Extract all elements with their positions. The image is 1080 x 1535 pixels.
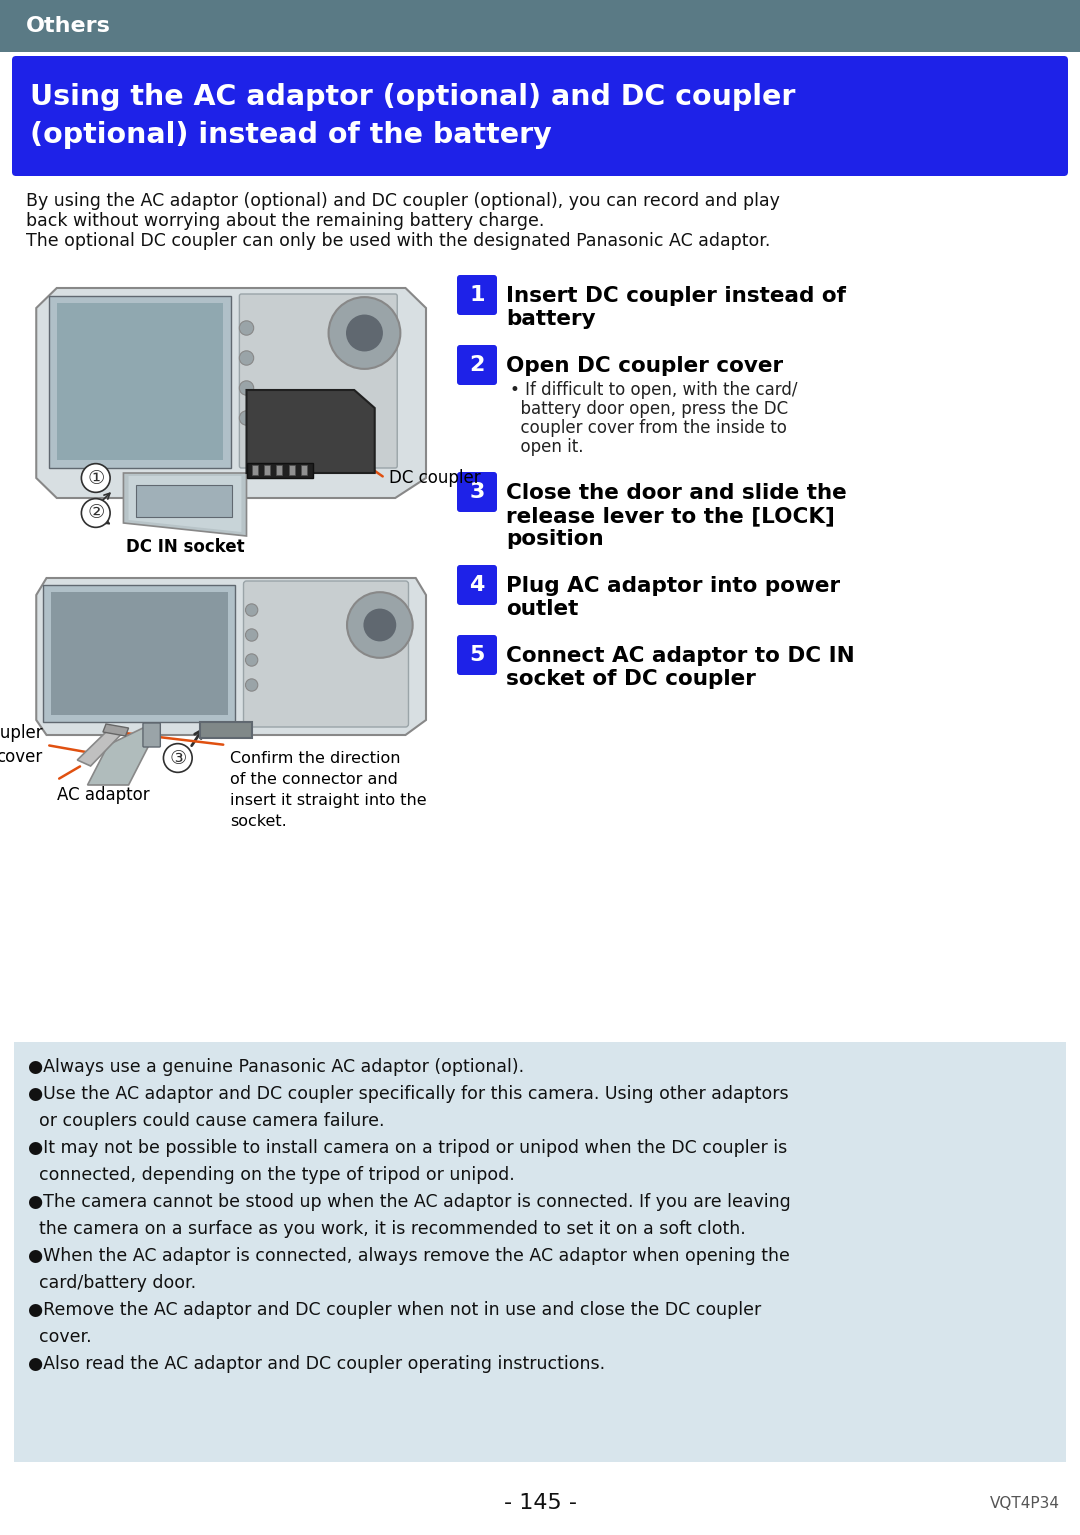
Text: Plug AC adaptor into power: Plug AC adaptor into power bbox=[507, 576, 840, 596]
Polygon shape bbox=[37, 289, 426, 497]
Circle shape bbox=[346, 315, 383, 352]
FancyBboxPatch shape bbox=[12, 55, 1068, 177]
Text: DC coupler
cover: DC coupler cover bbox=[0, 725, 42, 766]
Text: Open DC coupler cover: Open DC coupler cover bbox=[507, 356, 783, 376]
FancyBboxPatch shape bbox=[457, 635, 497, 675]
Circle shape bbox=[81, 464, 110, 493]
FancyBboxPatch shape bbox=[0, 0, 1080, 52]
FancyBboxPatch shape bbox=[51, 593, 228, 715]
Circle shape bbox=[240, 381, 254, 394]
FancyBboxPatch shape bbox=[301, 465, 307, 474]
Text: ●Use the AC adaptor and DC coupler specifically for this camera. Using other ada: ●Use the AC adaptor and DC coupler speci… bbox=[28, 1085, 788, 1104]
Text: position: position bbox=[507, 530, 604, 550]
Polygon shape bbox=[103, 725, 129, 735]
FancyBboxPatch shape bbox=[288, 465, 295, 474]
Text: 4: 4 bbox=[470, 576, 485, 596]
Text: AC adaptor: AC adaptor bbox=[57, 786, 149, 804]
FancyBboxPatch shape bbox=[457, 471, 497, 513]
Polygon shape bbox=[57, 302, 222, 460]
Circle shape bbox=[347, 593, 413, 659]
Text: Close the door and slide the: Close the door and slide the bbox=[507, 484, 847, 503]
Text: ②: ② bbox=[87, 503, 105, 522]
FancyBboxPatch shape bbox=[457, 275, 497, 315]
Text: 5: 5 bbox=[470, 645, 485, 665]
FancyBboxPatch shape bbox=[243, 582, 408, 728]
Circle shape bbox=[163, 743, 192, 772]
FancyBboxPatch shape bbox=[457, 565, 497, 605]
Polygon shape bbox=[87, 725, 149, 784]
Text: By using the AC adaptor (optional) and DC coupler (optional), you can record and: By using the AC adaptor (optional) and D… bbox=[26, 192, 780, 210]
Text: or couplers could cause camera failure.: or couplers could cause camera failure. bbox=[28, 1111, 384, 1130]
FancyBboxPatch shape bbox=[201, 721, 252, 738]
FancyBboxPatch shape bbox=[143, 723, 160, 748]
Text: Connect AC adaptor to DC IN: Connect AC adaptor to DC IN bbox=[507, 646, 854, 666]
Text: Insert DC coupler instead of: Insert DC coupler instead of bbox=[507, 286, 846, 305]
Text: DC coupler: DC coupler bbox=[389, 470, 481, 487]
FancyBboxPatch shape bbox=[264, 465, 270, 474]
Text: ●The camera cannot be stood up when the AC adaptor is connected. If you are leav: ●The camera cannot be stood up when the … bbox=[28, 1193, 791, 1211]
Text: the camera on a surface as you work, it is recommended to set it on a soft cloth: the camera on a surface as you work, it … bbox=[28, 1220, 746, 1239]
FancyBboxPatch shape bbox=[276, 465, 282, 474]
Polygon shape bbox=[246, 464, 313, 477]
Text: ●Remove the AC adaptor and DC coupler when not in use and close the DC coupler: ●Remove the AC adaptor and DC coupler wh… bbox=[28, 1302, 761, 1319]
Circle shape bbox=[240, 352, 254, 365]
FancyBboxPatch shape bbox=[43, 585, 235, 721]
Text: battery: battery bbox=[507, 309, 596, 328]
Circle shape bbox=[240, 321, 254, 335]
Text: DC IN socket: DC IN socket bbox=[125, 537, 244, 556]
Text: battery door open, press the DC: battery door open, press the DC bbox=[510, 401, 788, 418]
Text: connected, depending on the type of tripod or unipod.: connected, depending on the type of trip… bbox=[28, 1167, 515, 1183]
Circle shape bbox=[240, 411, 254, 425]
Circle shape bbox=[81, 499, 110, 528]
Polygon shape bbox=[78, 728, 123, 766]
Text: Using the AC adaptor (optional) and DC coupler
(optional) instead of the battery: Using the AC adaptor (optional) and DC c… bbox=[30, 83, 795, 149]
Text: ●Always use a genuine Panasonic AC adaptor (optional).: ●Always use a genuine Panasonic AC adapt… bbox=[28, 1058, 524, 1076]
Text: VQT4P34: VQT4P34 bbox=[990, 1495, 1059, 1510]
Text: 3: 3 bbox=[470, 482, 485, 502]
Text: • If difficult to open, with the card/: • If difficult to open, with the card/ bbox=[510, 381, 797, 399]
Text: back without worrying about the remaining battery charge.: back without worrying about the remainin… bbox=[26, 212, 544, 230]
Polygon shape bbox=[49, 296, 231, 468]
Polygon shape bbox=[37, 579, 426, 735]
Text: ③: ③ bbox=[170, 749, 187, 768]
Polygon shape bbox=[246, 390, 375, 473]
Polygon shape bbox=[123, 473, 246, 536]
Circle shape bbox=[245, 678, 258, 691]
Text: ①: ① bbox=[87, 468, 105, 488]
Text: ●When the AC adaptor is connected, always remove the AC adaptor when opening the: ●When the AC adaptor is connected, alway… bbox=[28, 1246, 789, 1265]
Text: 2: 2 bbox=[470, 355, 485, 375]
FancyBboxPatch shape bbox=[252, 465, 258, 474]
Text: card/battery door.: card/battery door. bbox=[28, 1274, 197, 1292]
Circle shape bbox=[245, 629, 258, 642]
Text: 1: 1 bbox=[469, 286, 485, 305]
FancyBboxPatch shape bbox=[457, 345, 497, 385]
Text: socket of DC coupler: socket of DC coupler bbox=[507, 669, 756, 689]
Text: coupler cover from the inside to: coupler cover from the inside to bbox=[510, 419, 787, 437]
FancyBboxPatch shape bbox=[136, 485, 232, 517]
Text: Confirm the direction
of the connector and
insert it straight into the
socket.: Confirm the direction of the connector a… bbox=[230, 751, 427, 829]
Polygon shape bbox=[129, 476, 242, 533]
Circle shape bbox=[364, 608, 396, 642]
Circle shape bbox=[245, 654, 258, 666]
Text: Others: Others bbox=[26, 15, 111, 35]
Circle shape bbox=[328, 298, 401, 368]
Text: outlet: outlet bbox=[507, 599, 579, 619]
FancyBboxPatch shape bbox=[14, 1042, 1066, 1461]
Text: cover.: cover. bbox=[28, 1328, 92, 1346]
FancyBboxPatch shape bbox=[240, 295, 397, 468]
Text: ●Also read the AC adaptor and DC coupler operating instructions.: ●Also read the AC adaptor and DC coupler… bbox=[28, 1355, 605, 1372]
Circle shape bbox=[245, 603, 258, 616]
Text: - 145 -: - 145 - bbox=[503, 1494, 577, 1514]
Text: The optional DC coupler can only be used with the designated Panasonic AC adapto: The optional DC coupler can only be used… bbox=[26, 232, 770, 250]
Text: ●It may not be possible to install camera on a tripod or unipod when the DC coup: ●It may not be possible to install camer… bbox=[28, 1139, 787, 1157]
Text: release lever to the [LOCK]: release lever to the [LOCK] bbox=[507, 507, 835, 527]
Text: open it.: open it. bbox=[510, 437, 583, 456]
